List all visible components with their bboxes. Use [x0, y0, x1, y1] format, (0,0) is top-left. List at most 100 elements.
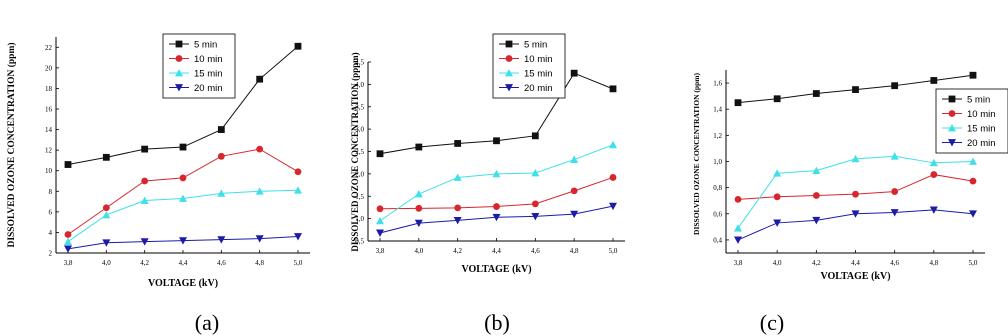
legend-label: 5 min [524, 40, 547, 51]
x-tick-label: 4,2 [140, 259, 149, 267]
y-axis-title: DISSOLVED OZONE CONCENTRATION (ppm) [6, 42, 17, 247]
legend-label: 20 min [967, 138, 996, 149]
data-point [773, 219, 782, 227]
legend-label: 5 min [967, 95, 990, 106]
x-tick-label: 4,4 [851, 259, 860, 267]
x-axis-title: VOLTAGE (kV) [461, 264, 531, 275]
x-tick-label: 4,0 [102, 259, 111, 267]
data-point [930, 171, 938, 178]
data-point [734, 236, 742, 244]
data-point [773, 193, 781, 201]
x-tick-label: 4,6 [890, 259, 899, 267]
y-tick-label: 16 [45, 106, 53, 114]
y-tick-label: 8 [49, 188, 53, 196]
data-point [179, 174, 187, 182]
legend-label: 20 min [524, 83, 553, 94]
data-point [929, 206, 938, 214]
legend-label: 20 min [194, 83, 223, 94]
data-point [812, 90, 820, 97]
data-point [179, 237, 187, 245]
data-point [734, 99, 742, 107]
x-axis-title: VOLTAGE (kV) [820, 271, 890, 282]
y-tick-label: 10 [45, 167, 53, 175]
data-point [969, 71, 977, 79]
data-point [255, 187, 264, 195]
legend-label: 10 min [194, 54, 223, 65]
data-point [141, 145, 149, 153]
y-tick-label: 3,0 [355, 126, 364, 134]
data-point [140, 238, 149, 246]
legend-marker [948, 110, 956, 117]
data-point [969, 210, 977, 218]
data-point [609, 202, 617, 211]
x-tick-label: 5,0 [294, 259, 303, 267]
data-point [217, 152, 225, 160]
data-point [454, 204, 462, 212]
y-tick-label: 0,4 [713, 236, 722, 244]
data-point [64, 161, 72, 168]
data-point [102, 153, 110, 161]
data-point [531, 212, 540, 221]
data-point [930, 77, 938, 84]
data-point [414, 190, 423, 198]
panel-label-c: (c) [760, 310, 784, 335]
x-tick-label: 5,0 [609, 247, 618, 255]
data-point [891, 82, 899, 90]
legend-marker [948, 124, 956, 132]
data-point [102, 239, 111, 247]
data-point [852, 86, 859, 94]
x-tick-label: 4,6 [217, 259, 226, 267]
legend-label: 15 min [524, 69, 553, 80]
data-point [890, 152, 899, 160]
data-point [929, 158, 938, 167]
data-point [102, 210, 111, 219]
y-tick-label: 0,5 [355, 238, 364, 246]
y-tick-label: 2,5 [355, 148, 364, 156]
x-tick-label: 4,2 [812, 259, 821, 267]
data-point [969, 177, 977, 185]
data-point [415, 204, 423, 212]
data-point [570, 155, 579, 163]
data-point [493, 137, 500, 145]
x-tick-label: 3,8 [734, 259, 743, 267]
y-tick-label: 22 [45, 44, 53, 52]
legend-marker [175, 40, 183, 48]
legend-label: 5 min [194, 40, 217, 51]
y-tick-label: 1,0 [355, 215, 364, 223]
data-point [179, 194, 187, 202]
legend-label: 10 min [967, 109, 996, 120]
y-tick-label: 1,0 [713, 158, 722, 166]
data-point [812, 166, 821, 175]
data-point [376, 205, 384, 213]
data-point [376, 150, 384, 158]
y-tick-label: 20 [45, 64, 53, 72]
legend-marker [175, 55, 183, 62]
data-point [256, 145, 264, 153]
data-point [217, 236, 226, 244]
data-point [851, 154, 860, 163]
x-tick-label: 4,8 [570, 247, 579, 255]
y-axis-title: DISSOLVED OZONE CONCENTRATION (pppm) [350, 52, 360, 251]
y-tick-label: 1,6 [713, 80, 722, 88]
data-point [570, 210, 579, 219]
x-tick-label: 3,8 [64, 259, 73, 267]
panel-label-b: (b) [484, 310, 510, 335]
y-axis-title: DISSOLVED OZONE CONCENTRATION (ppm) [692, 73, 701, 235]
x-tick-label: 4,8 [255, 259, 264, 267]
legend-label: 15 min [967, 124, 996, 135]
data-point [492, 169, 501, 178]
data-point [453, 173, 462, 181]
y-tick-label: 0,8 [713, 184, 722, 192]
data-point [64, 245, 72, 253]
data-point [294, 233, 302, 241]
data-point [531, 132, 539, 140]
data-point [179, 143, 187, 151]
x-tick-label: 4,0 [773, 259, 782, 267]
data-point [294, 168, 302, 176]
chart-2: 0,5 1,0 1,5 2,0 2,5 3,0 3,5 4,0 4,5 3,8 4,0 4,2 4,4 4… [350, 33, 625, 275]
data-point [570, 187, 578, 195]
y-tick-label: 12 [45, 147, 53, 155]
data-point [294, 186, 302, 194]
legend-marker [505, 69, 513, 77]
data-point [890, 209, 899, 217]
